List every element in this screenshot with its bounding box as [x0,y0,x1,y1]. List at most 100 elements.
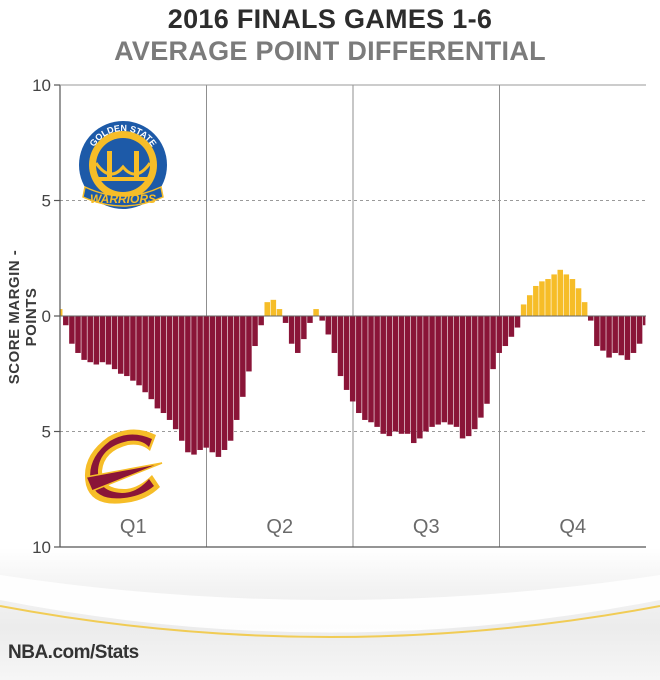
bar-46 [337,316,344,377]
bar-93 [624,316,631,360]
bar-17 [160,316,167,414]
bar-64 [447,316,454,425]
bar-60 [423,316,429,432]
bar-66 [459,316,466,439]
bar-28 [227,316,234,441]
warriors-logo-icon: GOLDEN STATE WARRIORS [79,121,167,209]
quarter-label-3: Q3 [413,516,440,538]
bar-26 [215,316,222,457]
bar-69 [478,316,484,418]
chart-subtitle: AVERAGE POINT DIFFERENTIAL [114,36,546,66]
bar-62 [435,316,441,425]
bar-87 [588,316,594,321]
bar-35 [270,299,277,316]
quarter-labels: Q1 Q2 Q3 Q4 [120,516,586,538]
bar-21 [185,316,191,453]
bar-90 [606,316,612,358]
bar-92 [618,316,625,356]
bar-45 [331,316,338,353]
bar-61 [429,316,435,427]
y-tick-label-1: 5 [42,192,51,211]
bar-76 [520,304,527,316]
bar-89 [600,316,606,351]
bar-58 [410,316,417,444]
bar-37 [282,316,289,323]
bar-70 [484,316,490,404]
y-tick-label-3: 5 [42,423,51,442]
bar-31 [246,316,252,372]
bar-7 [99,316,106,363]
bar-75 [514,316,521,328]
bottom-swoosh [0,575,660,638]
bar-10 [117,316,124,374]
bar-94 [630,316,637,353]
y-axis-label: SCORE MARGIN - POINTS [6,249,40,385]
y-tick-label-2: 0 [42,307,51,326]
bar-25 [209,316,216,453]
bar-2 [69,316,75,344]
bar-49 [356,316,362,414]
bar-78 [533,285,539,316]
y-tick-label-0: 10 [32,76,51,95]
bar-65 [453,316,460,427]
bar-44 [325,316,332,335]
bar-29 [233,316,240,420]
y-tick-labels: 10 5 0 5 10 [32,76,60,557]
bar-32 [252,316,258,347]
bar-0 [60,309,63,316]
bar-74 [508,316,515,337]
quarter-label-1: Q1 [120,516,147,538]
bar-30 [240,316,246,397]
bar-42 [313,309,319,316]
bar-14 [142,316,148,393]
bar-79 [539,281,545,316]
bar-50 [362,316,368,420]
bar-36 [276,309,283,316]
bar-77 [526,295,533,316]
bar-39 [295,316,301,353]
bar-34 [264,302,270,316]
warriors-word: WARRIORS [90,192,156,206]
cavaliers-logo-icon [84,429,163,504]
bar-51 [368,316,374,423]
bar-63 [441,316,448,423]
bar-40 [301,316,307,340]
chart-bars [60,269,646,457]
bar-57 [404,316,411,434]
bar-18 [166,316,173,420]
bar-27 [221,316,228,450]
bar-24 [203,316,209,448]
bar-22 [191,316,197,455]
bar-59 [417,316,423,439]
bar-11 [124,316,130,377]
bar-41 [307,316,313,323]
bar-96 [642,316,646,326]
bar-3 [75,316,81,353]
bar-55 [392,316,399,432]
bar-52 [374,316,380,427]
y-tick-label-4: 10 [32,538,51,557]
bar-67 [465,316,472,437]
bar-6 [93,316,100,365]
bar-19 [172,316,179,430]
quarter-label-2: Q2 [266,516,293,538]
bar-86 [581,302,588,316]
bar-68 [472,316,478,430]
bar-72 [496,316,502,353]
bar-23 [197,316,203,450]
bar-85 [575,288,582,316]
bar-73 [502,316,509,347]
bar-82 [557,269,563,316]
bar-91 [612,316,618,353]
bar-20 [179,316,185,441]
bar-9 [111,316,118,370]
bar-16 [154,316,161,409]
bar-13 [136,316,142,386]
bar-33 [258,316,264,326]
bar-4 [81,316,87,360]
bar-38 [288,316,295,344]
bar-47 [343,316,350,390]
footer-source: NBA.com/Stats [8,642,139,663]
chart-title: 2016 FINALS GAMES 1-6 [167,4,493,34]
